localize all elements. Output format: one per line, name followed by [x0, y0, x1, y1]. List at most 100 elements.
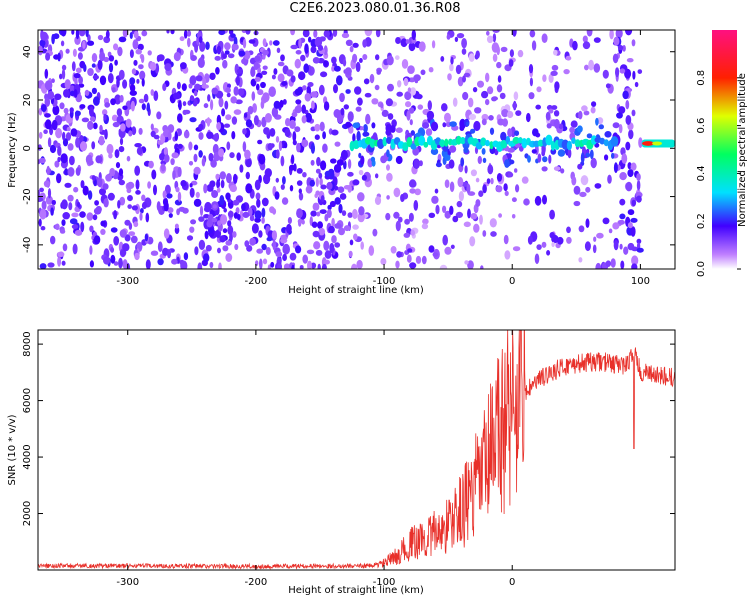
heat-cell: [369, 73, 375, 84]
heat-cell: [186, 235, 194, 241]
heat-cell: [352, 42, 359, 48]
heat-cell: [98, 135, 105, 146]
heat-cell: [625, 30, 633, 36]
heat-cell: [190, 219, 197, 225]
heat-cell: [467, 208, 471, 219]
heat-cell: [387, 83, 394, 92]
heat-cell: [130, 100, 135, 112]
heat-cell: [239, 164, 244, 173]
heat-cell: [118, 179, 126, 186]
heat-cell: [273, 68, 278, 75]
heat-cell: [64, 168, 69, 176]
heat-cell: [611, 152, 615, 159]
colorbar-tick-label: 0.8: [696, 70, 707, 86]
heat-cell: [604, 154, 609, 161]
heat-cell: [215, 67, 220, 75]
heat-cell: [473, 120, 481, 132]
heat-cell: [287, 217, 292, 224]
heat-cell: [174, 226, 180, 234]
heat-cell: [294, 105, 302, 114]
colorbar-tick-label: 0.6: [696, 118, 707, 134]
heat-cell: [290, 44, 299, 50]
heat-cell: [193, 198, 202, 207]
heat-cell: [227, 83, 231, 89]
signal-cell: [406, 136, 413, 148]
heat-cell: [400, 194, 405, 202]
heat-cell: [515, 184, 520, 193]
heat-cell: [420, 69, 426, 76]
heat-cell: [160, 163, 166, 172]
heat-cell: [245, 158, 252, 168]
heat-cell: [136, 78, 140, 84]
colorbar: 0.0 0.2 0.4 0.6 0.8 Normalized spectral ampl…: [696, 30, 748, 277]
heat-cell: [363, 123, 368, 133]
heat-cell: [500, 131, 507, 141]
heat-cell: [368, 245, 375, 256]
heat-cell: [180, 180, 187, 187]
heat-cell: [129, 84, 136, 93]
heat-cell: [622, 90, 629, 100]
heat-cell: [129, 32, 133, 39]
heat-cell: [141, 78, 145, 87]
heat-cell: [541, 241, 547, 248]
heat-cell: [343, 225, 351, 232]
heat-cell: [479, 214, 483, 225]
heat-cell: [216, 187, 221, 193]
heat-cell: [577, 125, 583, 133]
heat-cell: [302, 85, 307, 91]
heat-cell: [51, 78, 55, 83]
snr-x-axis-label: Height of straight line (km): [288, 585, 424, 596]
heat-cell: [233, 173, 238, 184]
heat-cell: [563, 69, 570, 75]
heat-cell: [612, 122, 620, 129]
heat-cell: [434, 188, 439, 194]
heat-cell: [490, 177, 494, 185]
heat-cell: [324, 213, 329, 222]
heat-cell: [386, 172, 393, 182]
heat-cell: [365, 113, 371, 125]
heat-cell: [275, 177, 279, 183]
heat-cell: [163, 228, 170, 239]
heat-cell: [302, 254, 309, 264]
heat-cell: [619, 198, 626, 206]
heat-cell: [338, 227, 345, 236]
heat-cell: [141, 103, 146, 111]
heat-cell: [112, 121, 120, 128]
heat-cell: [322, 131, 326, 140]
heat-cell: [91, 53, 98, 63]
heat-cell: [97, 59, 103, 70]
heat-cell: [217, 247, 221, 254]
heat-cell: [99, 188, 106, 196]
heat-cell: [167, 131, 172, 141]
heat-cell: [301, 139, 309, 147]
strong-signal-peak: [642, 141, 655, 146]
heat-cell: [295, 50, 302, 55]
heat-cell: [253, 115, 259, 126]
heat-cell: [504, 159, 510, 168]
heat-cell: [324, 250, 332, 259]
heat-cell: [61, 199, 68, 210]
heat-cell: [150, 89, 155, 96]
heat-cell: [465, 121, 470, 127]
heat-cell: [489, 218, 497, 228]
heat-cell: [449, 121, 457, 127]
heat-cell: [362, 131, 370, 137]
heat-cell: [245, 171, 250, 180]
heat-cell: [56, 173, 62, 184]
heat-cell: [386, 164, 390, 171]
heat-cell: [553, 110, 560, 117]
heat-cell: [144, 233, 149, 242]
heat-cell: [129, 49, 134, 58]
heat-cell: [356, 130, 361, 142]
heat-cell: [464, 165, 468, 174]
heat-cell: [64, 182, 72, 188]
heat-cell: [596, 232, 604, 239]
strong-signal-peak: [652, 141, 663, 146]
heat-cell: [127, 195, 133, 202]
heat-cell: [617, 45, 624, 51]
heat-cell: [91, 175, 96, 181]
heat-cell: [164, 63, 172, 72]
signal-cell: [512, 136, 520, 145]
heat-cell: [566, 236, 572, 244]
heat-cell: [618, 106, 626, 114]
